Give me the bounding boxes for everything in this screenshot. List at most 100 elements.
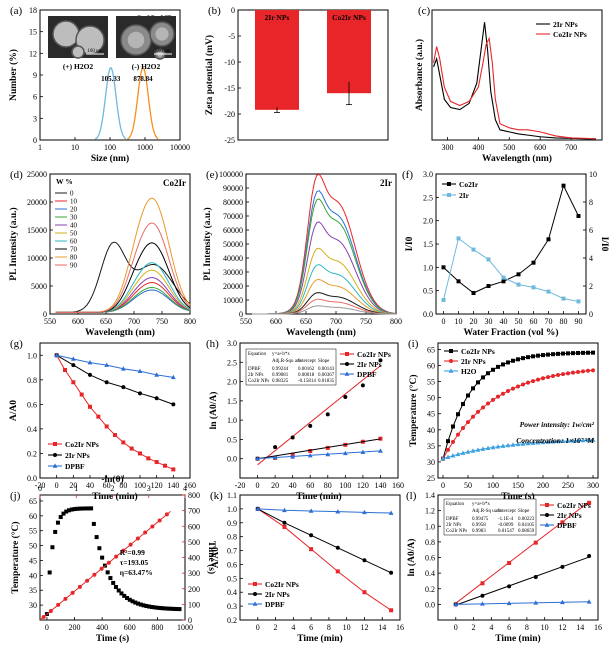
temperature-point (91, 521, 96, 526)
data-point (556, 351, 560, 356)
fit-annotation: η=63.47% (120, 568, 153, 577)
table-header-cell: Adj.R-Squ are (272, 359, 302, 364)
table-cell: 0.00018 (298, 373, 315, 378)
data-point (389, 570, 394, 575)
temperature-point (67, 508, 71, 513)
panel-label: (a) (10, 5, 23, 17)
legend-label: 90 (70, 262, 78, 270)
table-header-cell: Slope (518, 509, 530, 514)
data-point (441, 298, 446, 302)
x-tick-label: 800 (151, 623, 163, 632)
legend-label: DPBF (65, 462, 85, 471)
data-point (586, 599, 592, 604)
data-point (325, 445, 330, 450)
legend-label: H2O (461, 367, 477, 376)
panel-f: 0 10 20 30 40 50 60 70 80 900.00.51.01.52.02.53.0… (402, 169, 609, 338)
y-tick-label: 80000 (223, 198, 243, 207)
data-point (481, 405, 485, 410)
temperature-point (61, 511, 66, 516)
table-cell: 0.99081 (272, 373, 289, 378)
temperature-point (147, 604, 152, 609)
plot-frame (239, 342, 399, 479)
data-point (121, 385, 126, 390)
data-point (273, 445, 278, 450)
legend-label: 2Ir NPs (553, 20, 578, 29)
category-label: Co2Ir NPs (332, 13, 366, 22)
y-axis-label: Zeta potential (mV) (204, 35, 215, 115)
y-tick-label: 0.8 (27, 376, 37, 385)
fit-point (121, 548, 126, 553)
y-tick-label: 0.5 (423, 287, 433, 296)
y-axis-label: A/A0 (9, 400, 19, 421)
x-tick-label: 10 (343, 623, 351, 632)
x-tick-label: 30 (485, 317, 493, 326)
legend-marker (449, 349, 453, 353)
table-cell: -0.0099 (498, 523, 514, 528)
data-point (576, 350, 580, 355)
x-tick-label: 1000 (177, 623, 193, 632)
y-tick-label: 0 (33, 136, 37, 145)
table-cell: 0.04105 (518, 523, 535, 528)
legend-marker (345, 352, 349, 356)
pl-spectrum (55, 222, 191, 313)
legend-label: 2Ir NPs (557, 511, 582, 520)
data-point (533, 540, 538, 545)
y-tick-label: 10000 (223, 296, 243, 305)
distribution-curve (126, 67, 159, 140)
y-tick-label: 0.3 (227, 602, 237, 611)
x-tick-label: 0 (442, 317, 446, 326)
data-point (590, 437, 596, 442)
temperature-point (116, 588, 121, 593)
y-tick-label: 1.0 (227, 416, 237, 425)
data-point (88, 404, 92, 409)
y-axis-label: Temperature (°C) (10, 521, 21, 593)
x-axis-label: Time (min) (296, 491, 341, 502)
data-point (146, 456, 151, 461)
table-cell: Co2Ir NPs (446, 529, 467, 534)
data-point (570, 438, 576, 443)
data-point (325, 412, 330, 417)
x-axis-label: Time (s) (501, 491, 534, 502)
absorbance-curve (433, 22, 596, 140)
pl-spectrum (251, 305, 397, 315)
data-point (471, 291, 476, 295)
data-point (560, 438, 566, 444)
legend-label: 0 (70, 190, 74, 198)
y-tick-label: 30 (29, 601, 37, 610)
data-point (335, 569, 340, 574)
data-point (453, 601, 459, 607)
fit-line (455, 556, 590, 606)
panel-h: -20 0 20 40 60 80 100 120 140 160 0.0 0.5 1.0 1.5 2.0 2… (206, 338, 404, 502)
data-point (491, 367, 495, 372)
data-point (446, 447, 450, 452)
x-tick-label: 150 (512, 481, 524, 490)
x-tick-label: 90 (575, 317, 583, 326)
y-tick-label: 0.4 (27, 425, 37, 434)
table-cell: -1.1E-4 (498, 517, 514, 522)
scale-bar-label: 500 nm (155, 49, 170, 54)
pl-spectrum (251, 173, 397, 315)
data-point (471, 414, 475, 419)
data-point (282, 520, 287, 525)
x-tick-label: 400 (96, 623, 108, 632)
fit-line (39, 511, 171, 621)
temperature-point (83, 506, 88, 511)
x-tick-label: 10 (455, 317, 463, 326)
data-point (576, 214, 581, 218)
fit-annotation: R²=0.99 (120, 548, 145, 557)
fit-point (128, 542, 133, 547)
x-tick-label: 550 (240, 317, 252, 326)
table-header-cell: Equation (248, 352, 267, 357)
data-point (571, 351, 575, 356)
table-cell: 0.01547 (498, 529, 515, 534)
x-tick-label: -20 (235, 481, 246, 490)
temperature-point (72, 507, 77, 512)
legend-marker (545, 503, 549, 507)
y-tick-label: 0.2 (425, 585, 435, 594)
temperature-point (141, 603, 146, 608)
data-point (309, 547, 314, 552)
data-point (496, 364, 500, 369)
y-right-tick-label: 400 (188, 554, 200, 563)
legend-label: Co2Ir (459, 180, 479, 189)
